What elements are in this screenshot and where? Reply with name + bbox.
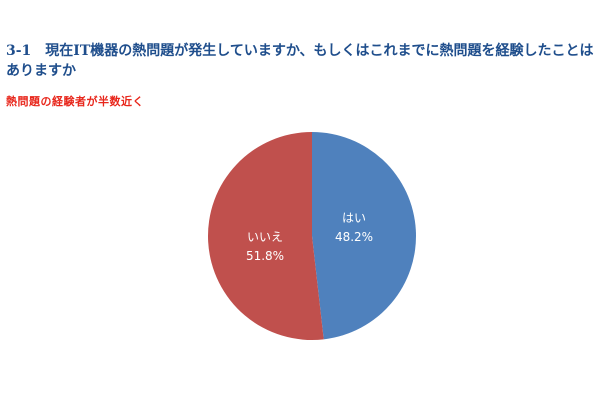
slice-value-2: 51.8%: [246, 249, 284, 263]
pie-labels: はい 48.2% いいえ 51.8%: [246, 211, 373, 263]
slice-value-1: 48.2%: [335, 230, 373, 244]
chart-title: 3-1 現在IT機器の熱問題が発生していますか、もしくはこれまでに熱問題を経験し…: [6, 43, 594, 79]
slice-label-1: はい: [342, 211, 366, 225]
chart-subtitle: 熱問題の経験者が半数近く: [6, 95, 144, 108]
slice-label-2: いいえ: [247, 230, 283, 244]
pie-slices: [207, 132, 416, 340]
pie-slice-1: [312, 132, 416, 340]
pie-slice-2: [207, 132, 324, 340]
